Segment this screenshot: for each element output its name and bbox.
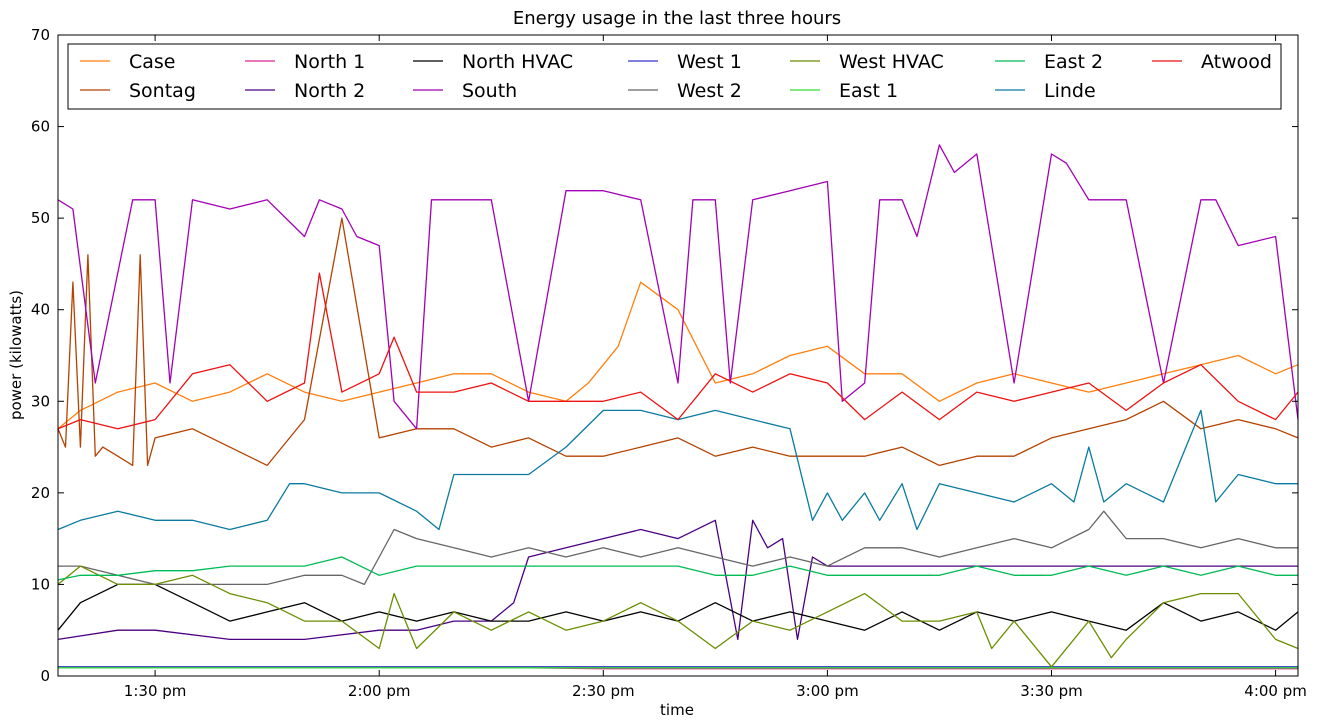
- series-line-case: [57, 281, 1299, 430]
- series-line-west-2: [58, 510, 1298, 586]
- series-line-sontag: [57, 217, 1299, 467]
- plot-frame: [57, 34, 1299, 677]
- series-lines: [57, 144, 1299, 670]
- legend-label: Case: [129, 51, 176, 73]
- y-tick-label: 0: [40, 667, 50, 685]
- series-line-north-2: [57, 519, 1298, 641]
- legend-label: North 1: [294, 51, 365, 73]
- legend-label: East 1: [839, 80, 898, 102]
- legend-label: South: [462, 80, 517, 102]
- x-axis-label: time: [660, 701, 694, 719]
- legend-label: North 2: [294, 80, 365, 102]
- y-tick-label: 30: [31, 392, 50, 410]
- y-tick-label: 20: [31, 484, 50, 502]
- axis-ticks: 0 10 20 30 40 50 60 70 1:30 pm 2:00 pm 2:30 pm 3:00…: [31, 26, 1307, 700]
- legend-label: East 2: [1044, 51, 1103, 73]
- x-tick-label: 1:30 pm: [124, 682, 187, 700]
- y-tick-label: 60: [31, 118, 50, 136]
- legend-box: [67, 43, 1282, 110]
- x-tick-label: 4:00 pm: [1244, 682, 1307, 700]
- x-tick-label: 3:30 pm: [1020, 682, 1083, 700]
- y-tick-label: 50: [31, 209, 50, 227]
- series-line-west-hvac: [57, 565, 1299, 668]
- series-line-east-2: [57, 556, 1298, 581]
- series-line-atwood: [57, 272, 1299, 430]
- x-tick-label: 3:00 pm: [796, 682, 859, 700]
- y-tick-label: 10: [31, 575, 50, 593]
- y-tick-label: 40: [31, 301, 50, 319]
- legend-label: Sontag: [129, 80, 196, 102]
- legend-label: Atwood: [1201, 51, 1272, 73]
- legend-label: West 1: [677, 51, 742, 73]
- chart-title: Energy usage in the last three hours: [513, 8, 841, 29]
- legend-label: West HVAC: [839, 51, 944, 73]
- series-line-south: [57, 144, 1299, 430]
- y-axis-label: power (kilowatts): [7, 290, 25, 420]
- x-tick-label: 2:00 pm: [348, 682, 411, 700]
- legend: Case Sontag North 1 North 2 North HVAC South W…: [67, 43, 1282, 110]
- y-tick-label: 70: [31, 26, 50, 44]
- x-tick-label: 2:30 pm: [572, 682, 635, 700]
- legend-label: West 2: [677, 80, 742, 102]
- legend-label: North HVAC: [462, 51, 573, 73]
- series-line-linde: [57, 409, 1298, 531]
- legend-label: Linde: [1044, 80, 1096, 102]
